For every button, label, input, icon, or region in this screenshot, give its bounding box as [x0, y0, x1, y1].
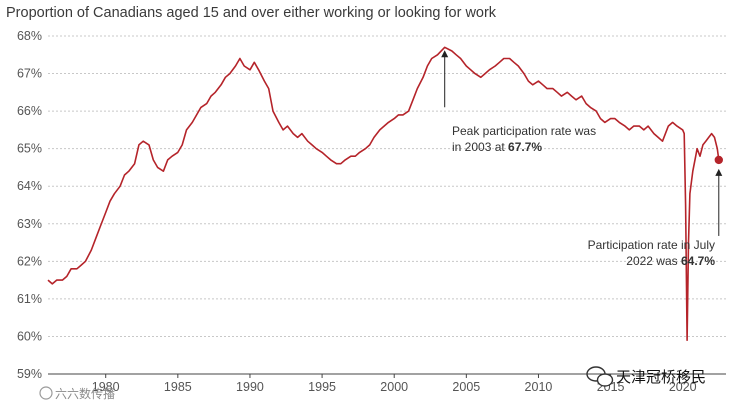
- y-tick-label: 64%: [17, 179, 42, 193]
- latest-annotation: Participation rate in July 2022 was 64.7…: [588, 155, 723, 268]
- y-tick-label: 67%: [17, 67, 42, 81]
- y-axis-ticks: 59% 60% 61% 62% 63% 64% 65% 66% 67% 68%: [17, 29, 42, 381]
- x-tick-label: 1980: [92, 380, 120, 394]
- watermark-left-icon: [39, 386, 53, 400]
- latest-annotation-line1: Participation rate in July: [588, 238, 715, 252]
- x-tick-label: 1985: [164, 380, 192, 394]
- peak-annotation-line1: Peak participation rate was: [452, 124, 596, 138]
- x-tick-label: 2010: [525, 380, 553, 394]
- x-tick-label: 1990: [236, 380, 264, 394]
- peak-arrowhead: [441, 50, 449, 58]
- y-tick-label: 61%: [17, 292, 42, 306]
- latest-annotation-value: 64.7%: [681, 254, 715, 268]
- participation-rate-line: [47, 46, 720, 341]
- y-tick-label: 68%: [17, 29, 42, 43]
- grid-lines: [48, 35, 726, 337]
- latest-value-dot: [714, 155, 723, 165]
- latest-annotation-line2: 2022 was 64.7%: [626, 254, 715, 268]
- watermark-right-text: 天津冠桥移民: [616, 369, 706, 386]
- latest-arrowhead: [715, 168, 723, 176]
- y-tick-label: 62%: [17, 254, 42, 268]
- peak-annotation-value: 67.7%: [508, 140, 542, 154]
- y-tick-label: 66%: [17, 104, 42, 118]
- wechat-icon: [586, 366, 614, 387]
- chart-title: Proportion of Canadians aged 15 and over…: [6, 5, 497, 21]
- latest-annotation-prefix: 2022 was: [626, 254, 681, 268]
- x-tick-label: 2005: [452, 380, 480, 394]
- watermark-right: 天津冠桥移民: [586, 366, 706, 387]
- watermark-left: 六六数传播: [39, 386, 115, 401]
- watermark-left-text: 六六数传播: [55, 386, 115, 401]
- y-tick-label: 59%: [17, 367, 42, 381]
- peak-annotation: Peak participation rate was in 2003 at 6…: [441, 50, 596, 154]
- y-tick-label: 63%: [17, 217, 42, 231]
- peak-annotation-prefix: in 2003 at: [452, 140, 508, 154]
- x-tick-label: 2000: [380, 380, 408, 394]
- y-tick-label: 65%: [17, 142, 42, 156]
- x-tick-label: 1995: [308, 380, 336, 394]
- y-tick-label: 60%: [17, 329, 42, 343]
- peak-annotation-line2: in 2003 at 67.7%: [452, 140, 542, 154]
- x-tick-label: 2020: [669, 380, 697, 394]
